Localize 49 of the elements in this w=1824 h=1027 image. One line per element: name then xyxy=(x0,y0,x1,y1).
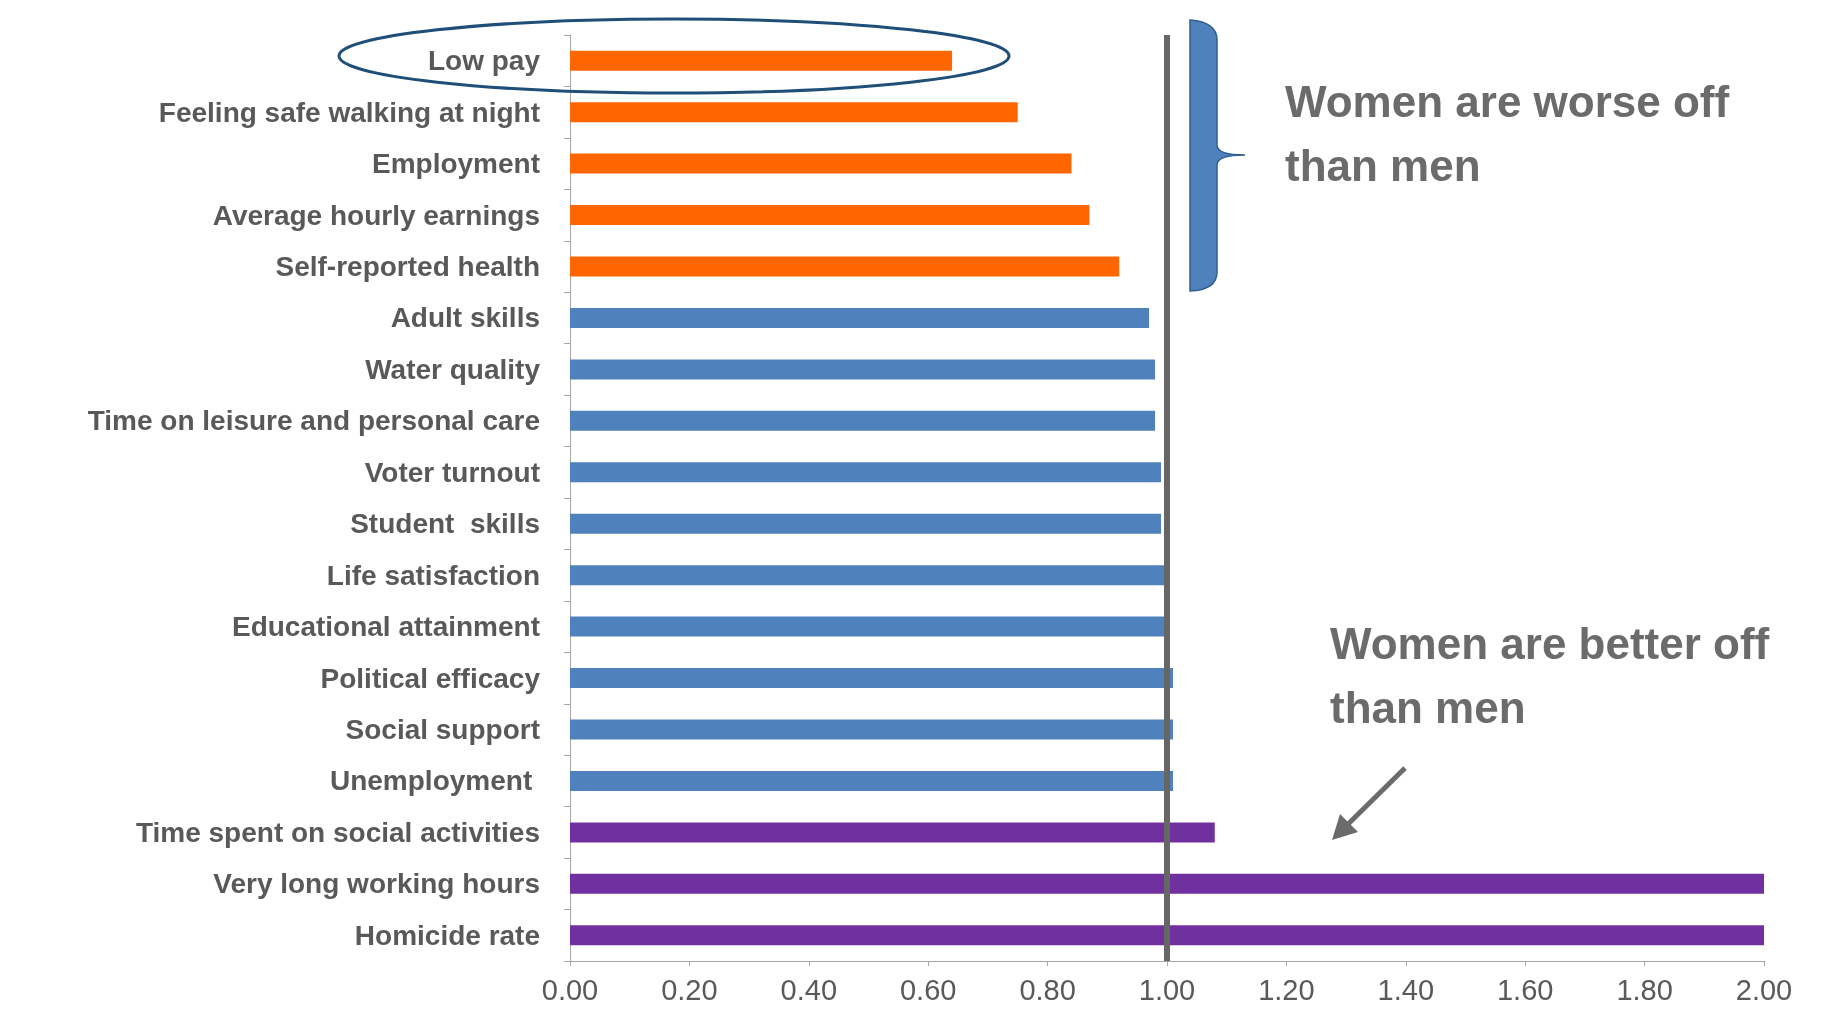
bar xyxy=(570,307,1150,328)
y-tick-label: Political efficacy xyxy=(320,662,541,694)
y-tick-label: Homicide rate xyxy=(354,919,540,951)
bar xyxy=(570,873,1764,894)
y-tick-label: Social support xyxy=(345,714,540,745)
bar xyxy=(570,153,1072,174)
y-tick-label: Voter turnout xyxy=(364,456,540,488)
x-tick-label: 0.80 xyxy=(1019,973,1076,1006)
bar xyxy=(570,462,1162,483)
x-tick-label: 1.20 xyxy=(1258,973,1315,1006)
bar xyxy=(570,513,1162,534)
y-tick-label: Time spent on social activities xyxy=(135,816,540,848)
bar xyxy=(570,565,1167,586)
bar xyxy=(570,770,1173,791)
bar xyxy=(570,256,1120,277)
bar xyxy=(570,925,1764,946)
y-tick-label: Adult skills xyxy=(390,302,540,334)
y-tick-label: Unemployment xyxy=(329,765,540,797)
x-tick-label: 1.60 xyxy=(1496,973,1554,1006)
bar xyxy=(570,719,1173,740)
x-tick-label: 0.00 xyxy=(541,973,599,1006)
x-tick-label: 1.00 xyxy=(1138,973,1196,1006)
y-tick-label: Life satisfaction xyxy=(326,559,540,591)
y-tick-label: Self-reported health xyxy=(275,251,540,282)
y-tick-label: Water quality xyxy=(365,353,541,385)
x-tick-label: 2.00 xyxy=(1735,973,1793,1006)
annotation: Women are worse off than men xyxy=(1285,76,1731,192)
annotation: Women are better off than men xyxy=(1330,618,1770,734)
y-tick-label: Very long working hours xyxy=(213,868,540,900)
bar xyxy=(570,50,953,71)
bar xyxy=(570,359,1156,380)
x-tick-label: 1.80 xyxy=(1616,973,1673,1006)
y-tick-label: Student skills xyxy=(350,508,540,540)
x-tick-label: 0.60 xyxy=(899,973,957,1006)
x-tick-label: 0.40 xyxy=(780,973,838,1006)
bar xyxy=(570,822,1215,843)
x-tick-label: 1.40 xyxy=(1377,973,1435,1006)
bar xyxy=(570,616,1167,637)
bar xyxy=(570,410,1156,431)
bar xyxy=(570,668,1173,689)
y-tick-label: Time on leisure and personal care xyxy=(87,405,540,437)
y-tick-label: Educational attainment xyxy=(231,611,540,643)
bar xyxy=(570,102,1018,123)
y-tick-label: Feeling safe walking at night xyxy=(158,96,540,128)
y-tick-label: Employment xyxy=(371,148,540,180)
y-tick-label: Low pay xyxy=(427,45,541,77)
bar xyxy=(570,205,1090,226)
y-tick-label: Average hourly earnings xyxy=(212,199,540,231)
x-tick-label: 0.20 xyxy=(661,973,718,1006)
